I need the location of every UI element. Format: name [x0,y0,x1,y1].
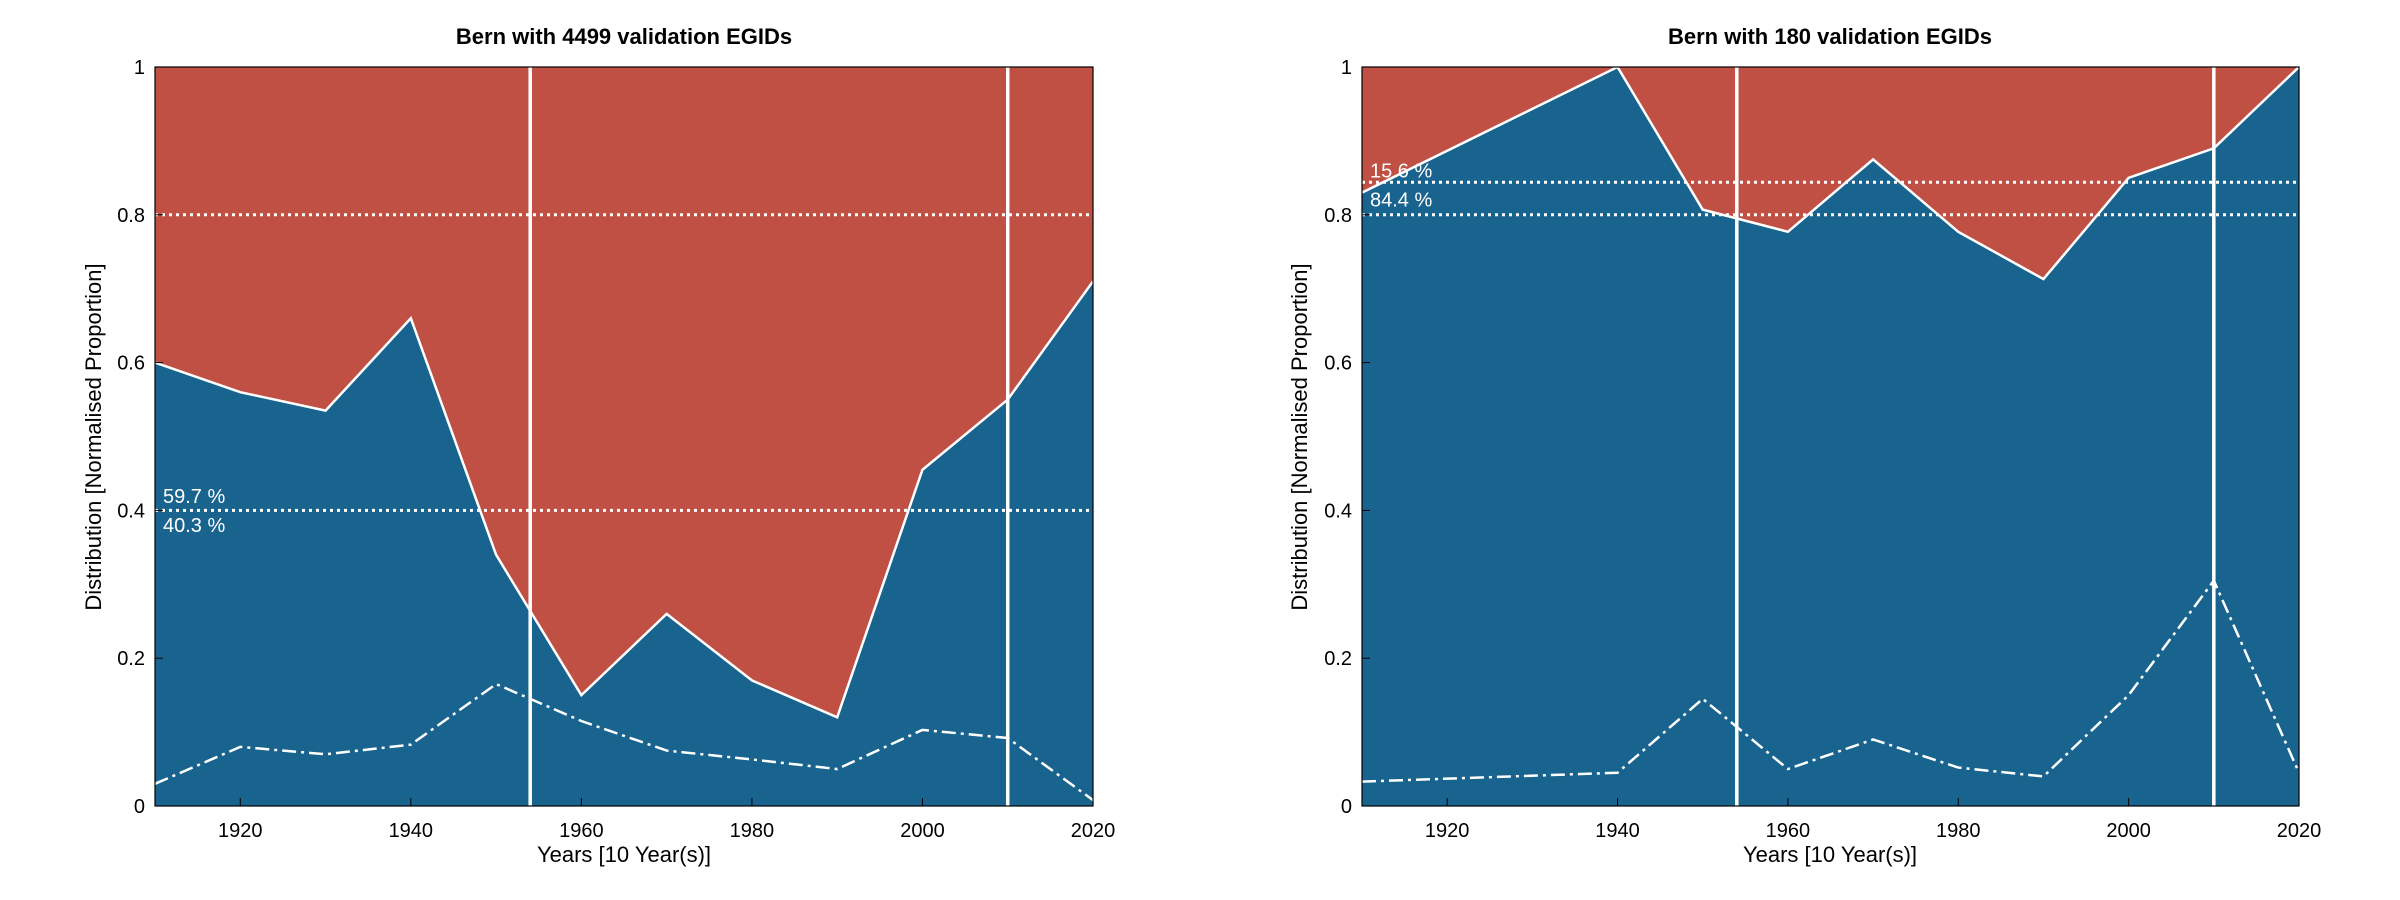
dashed-series-line [154,682,1094,802]
lower-area [1362,67,2299,806]
chart-title: Bern with 180 validation EGIDs [1668,24,1992,49]
y-tick-label: 0.8 [1324,205,1352,227]
y-tick-label: 0.6 [117,353,145,375]
y-tick-label: 0.4 [117,500,145,522]
x-tick-label: 1960 [1766,820,1811,842]
y-tick-label: 1 [134,57,145,79]
x-tick-label: 1980 [730,820,775,842]
x-axis-label: Years [10 Year(s)] [1743,842,1917,867]
x-tick-label: 1960 [559,820,604,842]
chart-title: Bern with 4499 validation EGIDs [456,24,792,49]
boundary-line [154,280,1095,720]
y-tick-label: 0.8 [117,205,145,227]
y-axis-label: Distribution [Normalised Proportion] [81,263,106,610]
y-axis-label: Distribution [Normalised Proportion] [1287,263,1312,610]
y-tick-label: 0.6 [1324,353,1352,375]
boundary-line [1361,65,2300,281]
plot-frame [154,66,1094,807]
x-tick-label: 1920 [1425,820,1470,842]
y-tick-label: 1 [1341,57,1352,79]
upper-percentage-label: 15.6 % [1370,160,1432,182]
chart-right: 0 0.2 0.4 0.6 0.8 1 1920 1940 1960 1980 2000 2020 B… [1287,24,2321,867]
lower-percentage-label: 84.4 % [1370,189,1432,211]
y-tick-label: 0.2 [1324,648,1352,670]
x-tick-label: 1920 [218,820,263,842]
y-tick-label: 0.2 [117,648,145,670]
x-axis-label: Years [10 Year(s)] [537,842,711,867]
lower-percentage-label: 40.3 % [163,515,225,537]
chart-left: 0 0.2 0.4 0.6 0.8 1 1920 1940 1960 1980 2000 2020 B… [81,24,1115,867]
x-tick-label: 2020 [1071,820,1116,842]
x-tick-label: 2020 [2277,820,2322,842]
plot-layer: 0 0.2 0.4 0.6 0.8 1 1920 1940 1960 1980 2000 2020 [117,57,1115,842]
y-tick-label: 0.4 [1324,500,1352,522]
x-tick-label: 1980 [1936,820,1981,842]
x-tick-label: 1940 [1595,820,1640,842]
x-tick-label: 2000 [900,820,945,842]
x-tick-label: 1940 [389,820,434,842]
plot-layer: 0 0.2 0.4 0.6 0.8 1 1920 1940 1960 1980 2000 2020 [1324,57,2321,842]
upper-percentage-label: 59.7 % [163,486,225,508]
y-tick-label: 0 [1341,796,1352,818]
x-tick-label: 2000 [2106,820,2151,842]
dashed-series-line [1361,578,2301,783]
lower-area [155,281,1093,806]
y-tick-label: 0 [134,796,145,818]
plot-frame [1361,66,2300,807]
